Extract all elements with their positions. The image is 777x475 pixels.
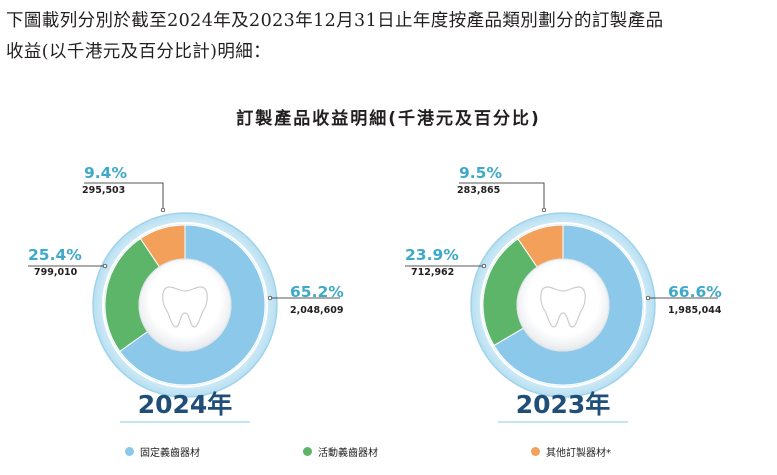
leader-line-other: [84, 182, 164, 210]
amount-label-removable: 799,010: [34, 267, 78, 278]
leader-dot-removable: [102, 263, 108, 269]
amount-label-fixed: 2,048,609: [290, 305, 344, 316]
tooth-icon: [162, 286, 208, 328]
intro-line-2: 收益(以千港元及百分比計)明細：: [6, 42, 272, 62]
amount-label-other: 295,503: [82, 185, 125, 196]
leader-dot-fixed: [267, 295, 273, 301]
amount-label-other: 283,865: [457, 185, 500, 196]
legend-fixed-swatch: [125, 447, 134, 456]
year-label: 2023年: [516, 390, 611, 419]
amount-label-removable: 712,962: [411, 267, 454, 278]
chart-title: 訂製產品收益明細(千港元及百分比): [236, 109, 541, 129]
legend-other-label: 其他訂製器材*: [546, 448, 611, 459]
legend-fixed-label: 固定義齒器材: [140, 448, 200, 459]
intro-line-1: 下圖載列分別於截至2024年及2023年12月31日止年度按產品類別劃分的訂製產…: [6, 11, 664, 31]
legend-other-swatch: [531, 447, 540, 456]
legend-item-fixed: 固定義齒器材: [125, 444, 200, 459]
leader-line-other: [459, 182, 545, 210]
percent-label-fixed: 65.2%: [290, 283, 344, 301]
year-label: 2024年: [138, 390, 233, 419]
tooth-icon: [540, 286, 586, 328]
legend-item-removable: 活動義齒器材: [303, 444, 378, 459]
donut-2024年: 65.2% 2,048,609 25.4% 799,010 9.4% 295,503 202…: [28, 164, 344, 423]
leader-dot-fixed: [645, 295, 651, 301]
percent-label-fixed: 66.6%: [668, 283, 722, 301]
donut-inner-rim: [480, 222, 646, 388]
percent-label-removable: 25.4%: [28, 246, 82, 264]
legend-removable-label: 活動義齒器材: [318, 448, 378, 459]
intro-paragraph: 下圖載列分別於截至2024年及2023年12月31日止年度按產品類別劃分的訂製產…: [6, 6, 771, 68]
percent-label-other: 9.5%: [459, 164, 502, 182]
amount-label-fixed: 1,985,044: [668, 305, 722, 316]
leader-dot-other: [160, 207, 166, 213]
donut-inner-rim: [102, 222, 268, 388]
percent-label-other: 9.4%: [84, 164, 127, 182]
legend-item-other: 其他訂製器材*: [531, 444, 611, 459]
legend-removable-swatch: [303, 447, 312, 456]
leader-dot-removable: [481, 263, 487, 269]
donut-2023年: 66.6% 1,985,044 23.9% 712,962 9.5% 283,865 202…: [405, 164, 722, 423]
leader-dot-other: [541, 207, 547, 213]
percent-label-removable: 23.9%: [405, 246, 459, 264]
